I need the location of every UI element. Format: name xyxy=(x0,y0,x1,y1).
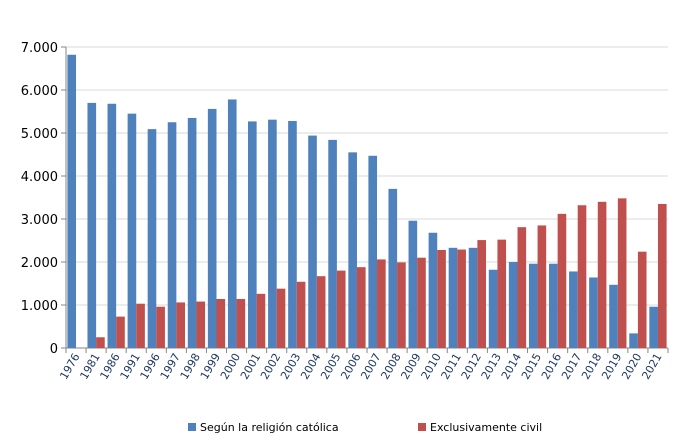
bar-civil-1999 xyxy=(216,298,226,348)
bar-catolica-2005 xyxy=(328,139,337,348)
legend-swatch xyxy=(418,423,426,431)
bar-civil-2021 xyxy=(657,203,667,348)
bar-catolica-2009 xyxy=(408,220,418,348)
bar-civil-2011 xyxy=(457,249,466,348)
bar-catolica-2016 xyxy=(549,263,558,348)
bar-civil-1998 xyxy=(196,301,206,348)
bar-civil-2019 xyxy=(617,198,627,348)
bar-civil-2018 xyxy=(597,201,607,348)
y-tick-label: 4.000 xyxy=(21,170,58,185)
bar-catolica-1976 xyxy=(67,54,77,349)
bar-civil-1991 xyxy=(136,303,145,348)
bar-civil-2007 xyxy=(377,259,386,348)
bar-catolica-2018 xyxy=(589,277,598,348)
y-tick-label: 1.000 xyxy=(21,299,58,314)
bar-civil-2003 xyxy=(296,281,306,348)
bar-civil-1997 xyxy=(176,302,185,348)
y-tick-label: 5.000 xyxy=(21,127,58,142)
bar-catolica-2012 xyxy=(468,247,478,348)
bar-catolica-2017 xyxy=(569,271,578,348)
bar-civil-1986 xyxy=(116,316,125,348)
bar-civil-2008 xyxy=(397,262,406,348)
bar-catolica-2000 xyxy=(227,99,237,349)
legend-item-0: Según la religión católica xyxy=(188,421,339,434)
bar-civil-2000 xyxy=(236,298,246,348)
bar-catolica-2013 xyxy=(488,269,498,348)
bar-catolica-2004 xyxy=(308,135,317,348)
y-tick-label: 3.000 xyxy=(21,213,58,228)
bar-catolica-2008 xyxy=(388,188,398,348)
bar-catolica-1996 xyxy=(147,129,157,348)
bar-civil-2006 xyxy=(356,267,366,348)
legend-item-1: Exclusivamente civil xyxy=(418,421,542,434)
bar-civil-1981 xyxy=(96,337,105,348)
bar-catolica-2019 xyxy=(609,284,618,348)
bar-catolica-2010 xyxy=(428,232,438,348)
bar-civil-2010 xyxy=(437,249,446,348)
legend-swatch xyxy=(188,423,196,431)
bar-civil-2016 xyxy=(557,213,567,348)
bar-civil-2002 xyxy=(276,288,286,348)
legend-label: Según la religión católica xyxy=(200,421,339,434)
bar-catolica-1999 xyxy=(207,108,217,348)
y-tick-label: 6.000 xyxy=(21,84,58,99)
bar-catolica-2015 xyxy=(528,263,538,348)
bar-catolica-1998 xyxy=(187,117,197,348)
bar-civil-2004 xyxy=(316,276,326,348)
bar-catolica-2007 xyxy=(368,155,378,348)
bar-catolica-1991 xyxy=(127,113,137,349)
bar-civil-2001 xyxy=(256,293,266,348)
bar-catolica-2014 xyxy=(508,262,518,348)
legend-label: Exclusivamente civil xyxy=(430,421,542,434)
bar-catolica-2021 xyxy=(649,306,658,348)
bar-civil-2014 xyxy=(517,227,527,348)
bar-catolica-2002 xyxy=(268,119,277,348)
bar-civil-2012 xyxy=(477,240,486,348)
bar-civil-2015 xyxy=(537,225,547,348)
bar-civil-2017 xyxy=(577,205,587,348)
y-tick-label: 2.000 xyxy=(21,256,58,271)
bar-catolica-2006 xyxy=(348,152,357,348)
x-tick-label: 2021 xyxy=(639,351,664,382)
y-tick-label: 0 xyxy=(50,342,58,357)
bar-civil-2005 xyxy=(336,270,346,348)
bar-catolica-1981 xyxy=(87,102,97,349)
bar-catolica-2020 xyxy=(629,333,638,348)
y-tick-label: 7.000 xyxy=(21,41,58,56)
bar-catolica-1986 xyxy=(107,103,117,348)
bar-civil-2020 xyxy=(637,251,647,348)
bar-civil-2009 xyxy=(417,257,426,348)
bar-civil-2013 xyxy=(497,239,507,348)
bar-catolica-1997 xyxy=(167,122,177,348)
bar-catolica-2003 xyxy=(288,120,297,349)
bar-catolica-2011 xyxy=(448,247,458,348)
bar-civil-1996 xyxy=(156,306,165,348)
bar-catolica-2001 xyxy=(248,121,257,348)
